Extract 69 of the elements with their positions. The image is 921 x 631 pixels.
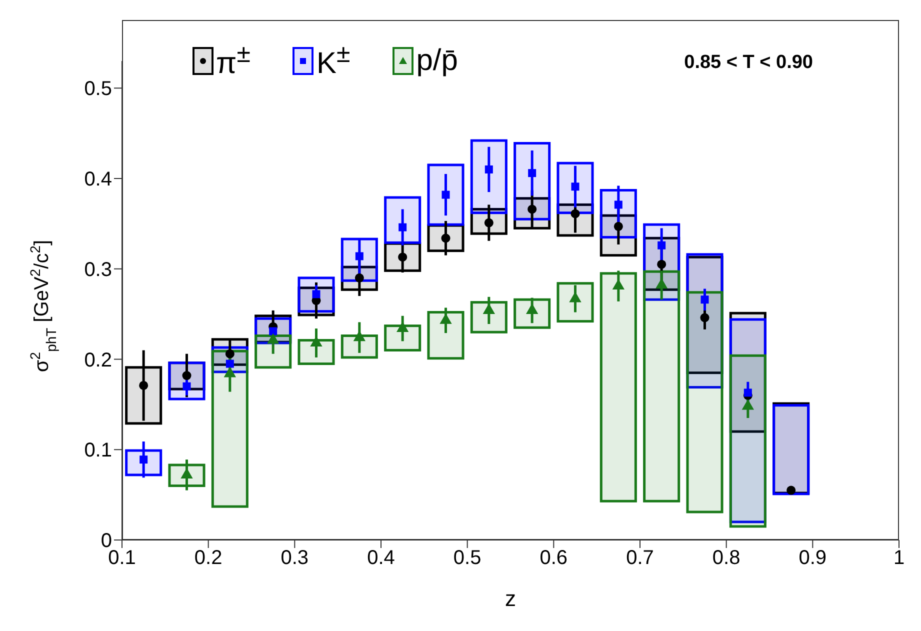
point [353, 330, 366, 342]
point [570, 209, 580, 218]
x-tick-label: 0.5 [453, 547, 482, 570]
bar [556, 162, 594, 214]
point [571, 182, 580, 191]
point [700, 313, 710, 322]
point [182, 371, 192, 380]
bar [298, 276, 335, 313]
point [269, 327, 278, 336]
y-tick-label: 0.4 [84, 168, 112, 191]
legend-label: π$^{±}$ [216, 40, 250, 81]
x-tick-label: 0.1 [108, 547, 136, 570]
point [442, 190, 450, 199]
x-axis-title: z [505, 586, 516, 611]
point [614, 200, 622, 209]
bar [514, 298, 551, 329]
bar [254, 334, 292, 369]
point [657, 260, 666, 269]
point [612, 279, 624, 290]
bar [427, 164, 464, 226]
point [182, 382, 191, 390]
point [312, 290, 320, 298]
bar [125, 449, 162, 476]
bar [384, 196, 422, 244]
x-tick-label: 1 [893, 547, 905, 570]
bar [600, 272, 637, 502]
point [355, 252, 364, 260]
y-tick-label: 0.3 [84, 258, 112, 281]
bar [470, 139, 508, 214]
bar [643, 270, 680, 502]
x-tick-label: 0.4 [367, 547, 395, 570]
bar [298, 339, 335, 366]
point [528, 169, 536, 178]
point [484, 165, 493, 174]
point [139, 380, 148, 390]
bar [600, 188, 637, 238]
bar [168, 464, 206, 488]
bar [168, 362, 206, 400]
bar [556, 282, 594, 323]
bar [514, 142, 551, 220]
point [700, 296, 709, 304]
bar [686, 291, 724, 514]
point [614, 222, 623, 231]
point [226, 360, 234, 368]
x-tick-label: 0.6 [540, 547, 568, 570]
point [140, 456, 148, 464]
y-tick-label: 0.1 [84, 440, 112, 462]
y-tick-label: 0.2 [84, 349, 112, 372]
point [398, 223, 407, 232]
bar [470, 301, 508, 334]
x-tick-label: 0.2 [194, 547, 222, 570]
point [396, 322, 409, 332]
bar [729, 354, 766, 528]
point [744, 388, 752, 397]
point [786, 486, 796, 495]
bar [211, 350, 248, 508]
legend-label: p/p̄ [416, 44, 458, 78]
y-tick-label: 0.5 [84, 78, 112, 100]
x-tick-label: 0.9 [798, 547, 827, 570]
bar [340, 238, 378, 282]
legend-label: K$^{±}$ [316, 40, 350, 81]
point [658, 241, 666, 250]
bar [125, 366, 162, 425]
x-tick-label: 0.3 [280, 547, 309, 570]
x-tick-label: 0.8 [712, 547, 740, 570]
bar [384, 324, 422, 352]
x-tick-label: 0.7 [626, 547, 654, 570]
annotation: 0.85 < T < 0.90 [684, 52, 813, 74]
bar [427, 311, 464, 360]
